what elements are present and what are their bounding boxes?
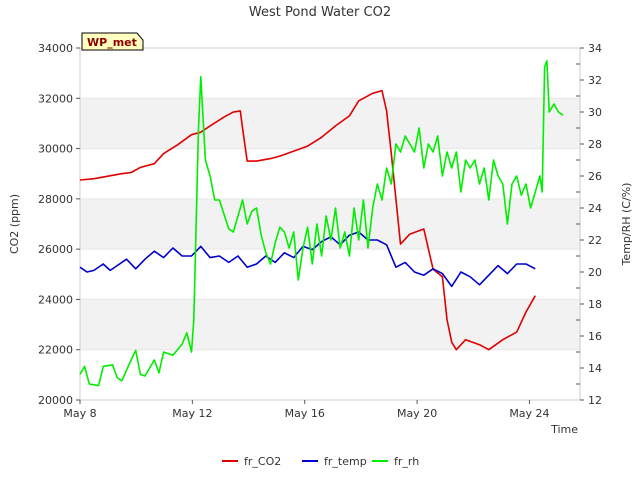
x-tick-label: May 16 (285, 407, 325, 420)
y-left-tick-label: 26000 (38, 243, 73, 256)
y-right-tick-label: 28 (588, 138, 602, 151)
x-axis-ticks: May 8 May 12 May 16 May 20 May 24 (63, 400, 550, 420)
y-right-tick-label: 12 (588, 394, 602, 407)
y-right-tick-label: 34 (588, 42, 602, 55)
plot-bands (80, 98, 580, 350)
wp-met-badge-label: WP_met (87, 36, 137, 49)
x-tick-label: May 20 (397, 407, 437, 420)
series-layer (79, 60, 564, 387)
x-tick-label: May 24 (509, 407, 549, 420)
y-right-tick-label: 30 (588, 106, 602, 119)
legend: fr_CO2 fr_temp fr_rh (222, 455, 419, 468)
y-axis-right-label: Temp/RH (C/%) (620, 183, 633, 267)
y-left-tick-label: 28000 (38, 193, 73, 206)
y-axis-left-label: CO2 (ppm) (8, 194, 21, 254)
y-right-tick-label: 26 (588, 170, 602, 183)
plot-band (80, 98, 580, 149)
legend-label-fr-temp: fr_temp (324, 455, 367, 468)
y-right-tick-label: 14 (588, 362, 602, 375)
plot-band (80, 198, 580, 250)
series-line-fr-co2 (79, 89, 536, 351)
y-left-tick-label: 20000 (38, 394, 73, 407)
chart-title: West Pond Water CO2 (249, 5, 391, 20)
x-axis-label: Time (550, 423, 578, 436)
series-line-fr-rh (79, 60, 564, 387)
wp-met-badge-box (81, 32, 144, 51)
y-left-tick-label: 22000 (38, 344, 73, 357)
y-left-tick-label: 24000 (38, 293, 73, 306)
y-axis-right-ticks: 12 14 16 18 20 22 24 26 28 30 32 34 (576, 42, 602, 407)
y-right-tick-label: 22 (588, 234, 602, 247)
y-right-tick-label: 32 (588, 74, 602, 87)
y-right-tick-label: 20 (588, 266, 602, 279)
y-axis-left-ticks: 20000 22000 24000 26000 28000 30000 32000 34000 (38, 42, 80, 407)
y-left-tick-label: 32000 (38, 92, 73, 105)
legend-label-fr-rh: fr_rh (394, 455, 419, 468)
legend-label-fr-co2: fr_CO2 (244, 455, 281, 468)
y-right-tick-label: 16 (588, 330, 602, 343)
y-right-tick-label: 24 (588, 202, 602, 215)
y-right-tick-label: 18 (588, 298, 602, 311)
y-left-tick-label: 34000 (38, 42, 73, 55)
y-left-tick-label: 30000 (38, 143, 73, 156)
x-tick-label: May 8 (63, 407, 96, 420)
wp-met-badge: WP_met (81, 32, 144, 51)
plot-band (80, 299, 580, 350)
x-tick-label: May 12 (172, 407, 212, 420)
